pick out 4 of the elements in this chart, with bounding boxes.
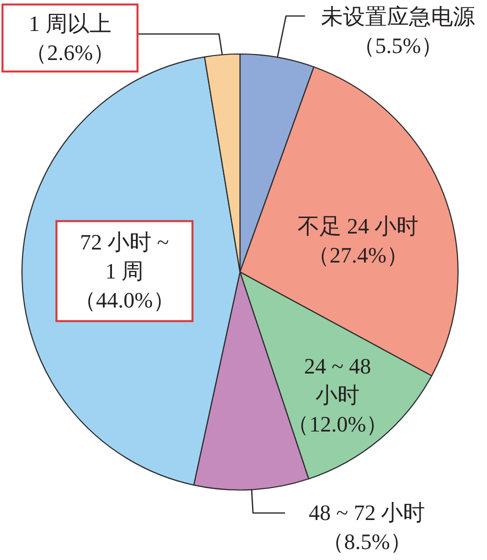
data-label: （2.6%） bbox=[25, 40, 115, 65]
slice-label: 1 周以上 bbox=[28, 11, 112, 36]
slice-label: 72 小时 ~ 1 周 bbox=[80, 230, 170, 284]
data-label: （44.0%） bbox=[74, 288, 175, 313]
